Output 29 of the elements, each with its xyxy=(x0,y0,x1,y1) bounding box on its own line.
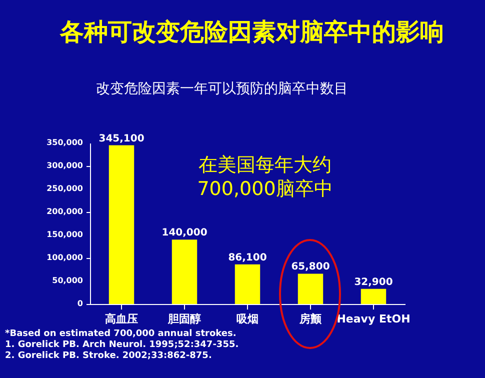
y-tick-label: 50,000 xyxy=(52,276,84,285)
x-tick-label: 高血压 xyxy=(105,312,138,326)
y-tick-label: 300,000 xyxy=(46,161,84,170)
chart-title: 各种可改变危险因素对脑卒中的影响 xyxy=(59,18,444,46)
bar xyxy=(234,264,260,304)
text: *Based on estimated 700,000 annual strokes. xyxy=(5,329,236,339)
y-tick-label: 150,000 xyxy=(46,230,84,239)
bar xyxy=(172,240,198,304)
data-label: 140,000 xyxy=(162,228,208,239)
data-label: 86,100 xyxy=(228,252,267,264)
data-label: 345,100 xyxy=(98,133,144,144)
text: 1. Gorelick PB. Arch Neurol. 1995;52:347-355. xyxy=(5,340,239,350)
text: 2. Gorelick PB. Stroke. 2002;33:862-875. xyxy=(5,351,212,361)
x-tick-label: 房颤 xyxy=(298,312,322,326)
bar xyxy=(298,274,324,304)
x-tick-label: 吸烟 xyxy=(236,312,258,326)
bar xyxy=(360,288,386,304)
bar xyxy=(108,145,134,304)
y-tick-label: 0 xyxy=(77,299,84,308)
annotation: 在美国每年大约 700,000脑卒中 xyxy=(197,154,333,200)
y-tick-label: 350,000 xyxy=(46,138,84,147)
data-label: 65,800 xyxy=(291,262,330,273)
x-tick-label: 胆固醇 xyxy=(167,312,201,326)
y-tick-label: 250,000 xyxy=(46,184,84,193)
data-label: 32,900 xyxy=(354,276,393,288)
y-tick-label: 200,000 xyxy=(46,207,84,216)
y-tick-label: 100,000 xyxy=(46,253,84,262)
chart-subtitle: 改变危险因素一年可以预防的脑卒中数目 xyxy=(96,81,348,97)
x-tick-label: Heavy EtOH xyxy=(336,312,410,326)
